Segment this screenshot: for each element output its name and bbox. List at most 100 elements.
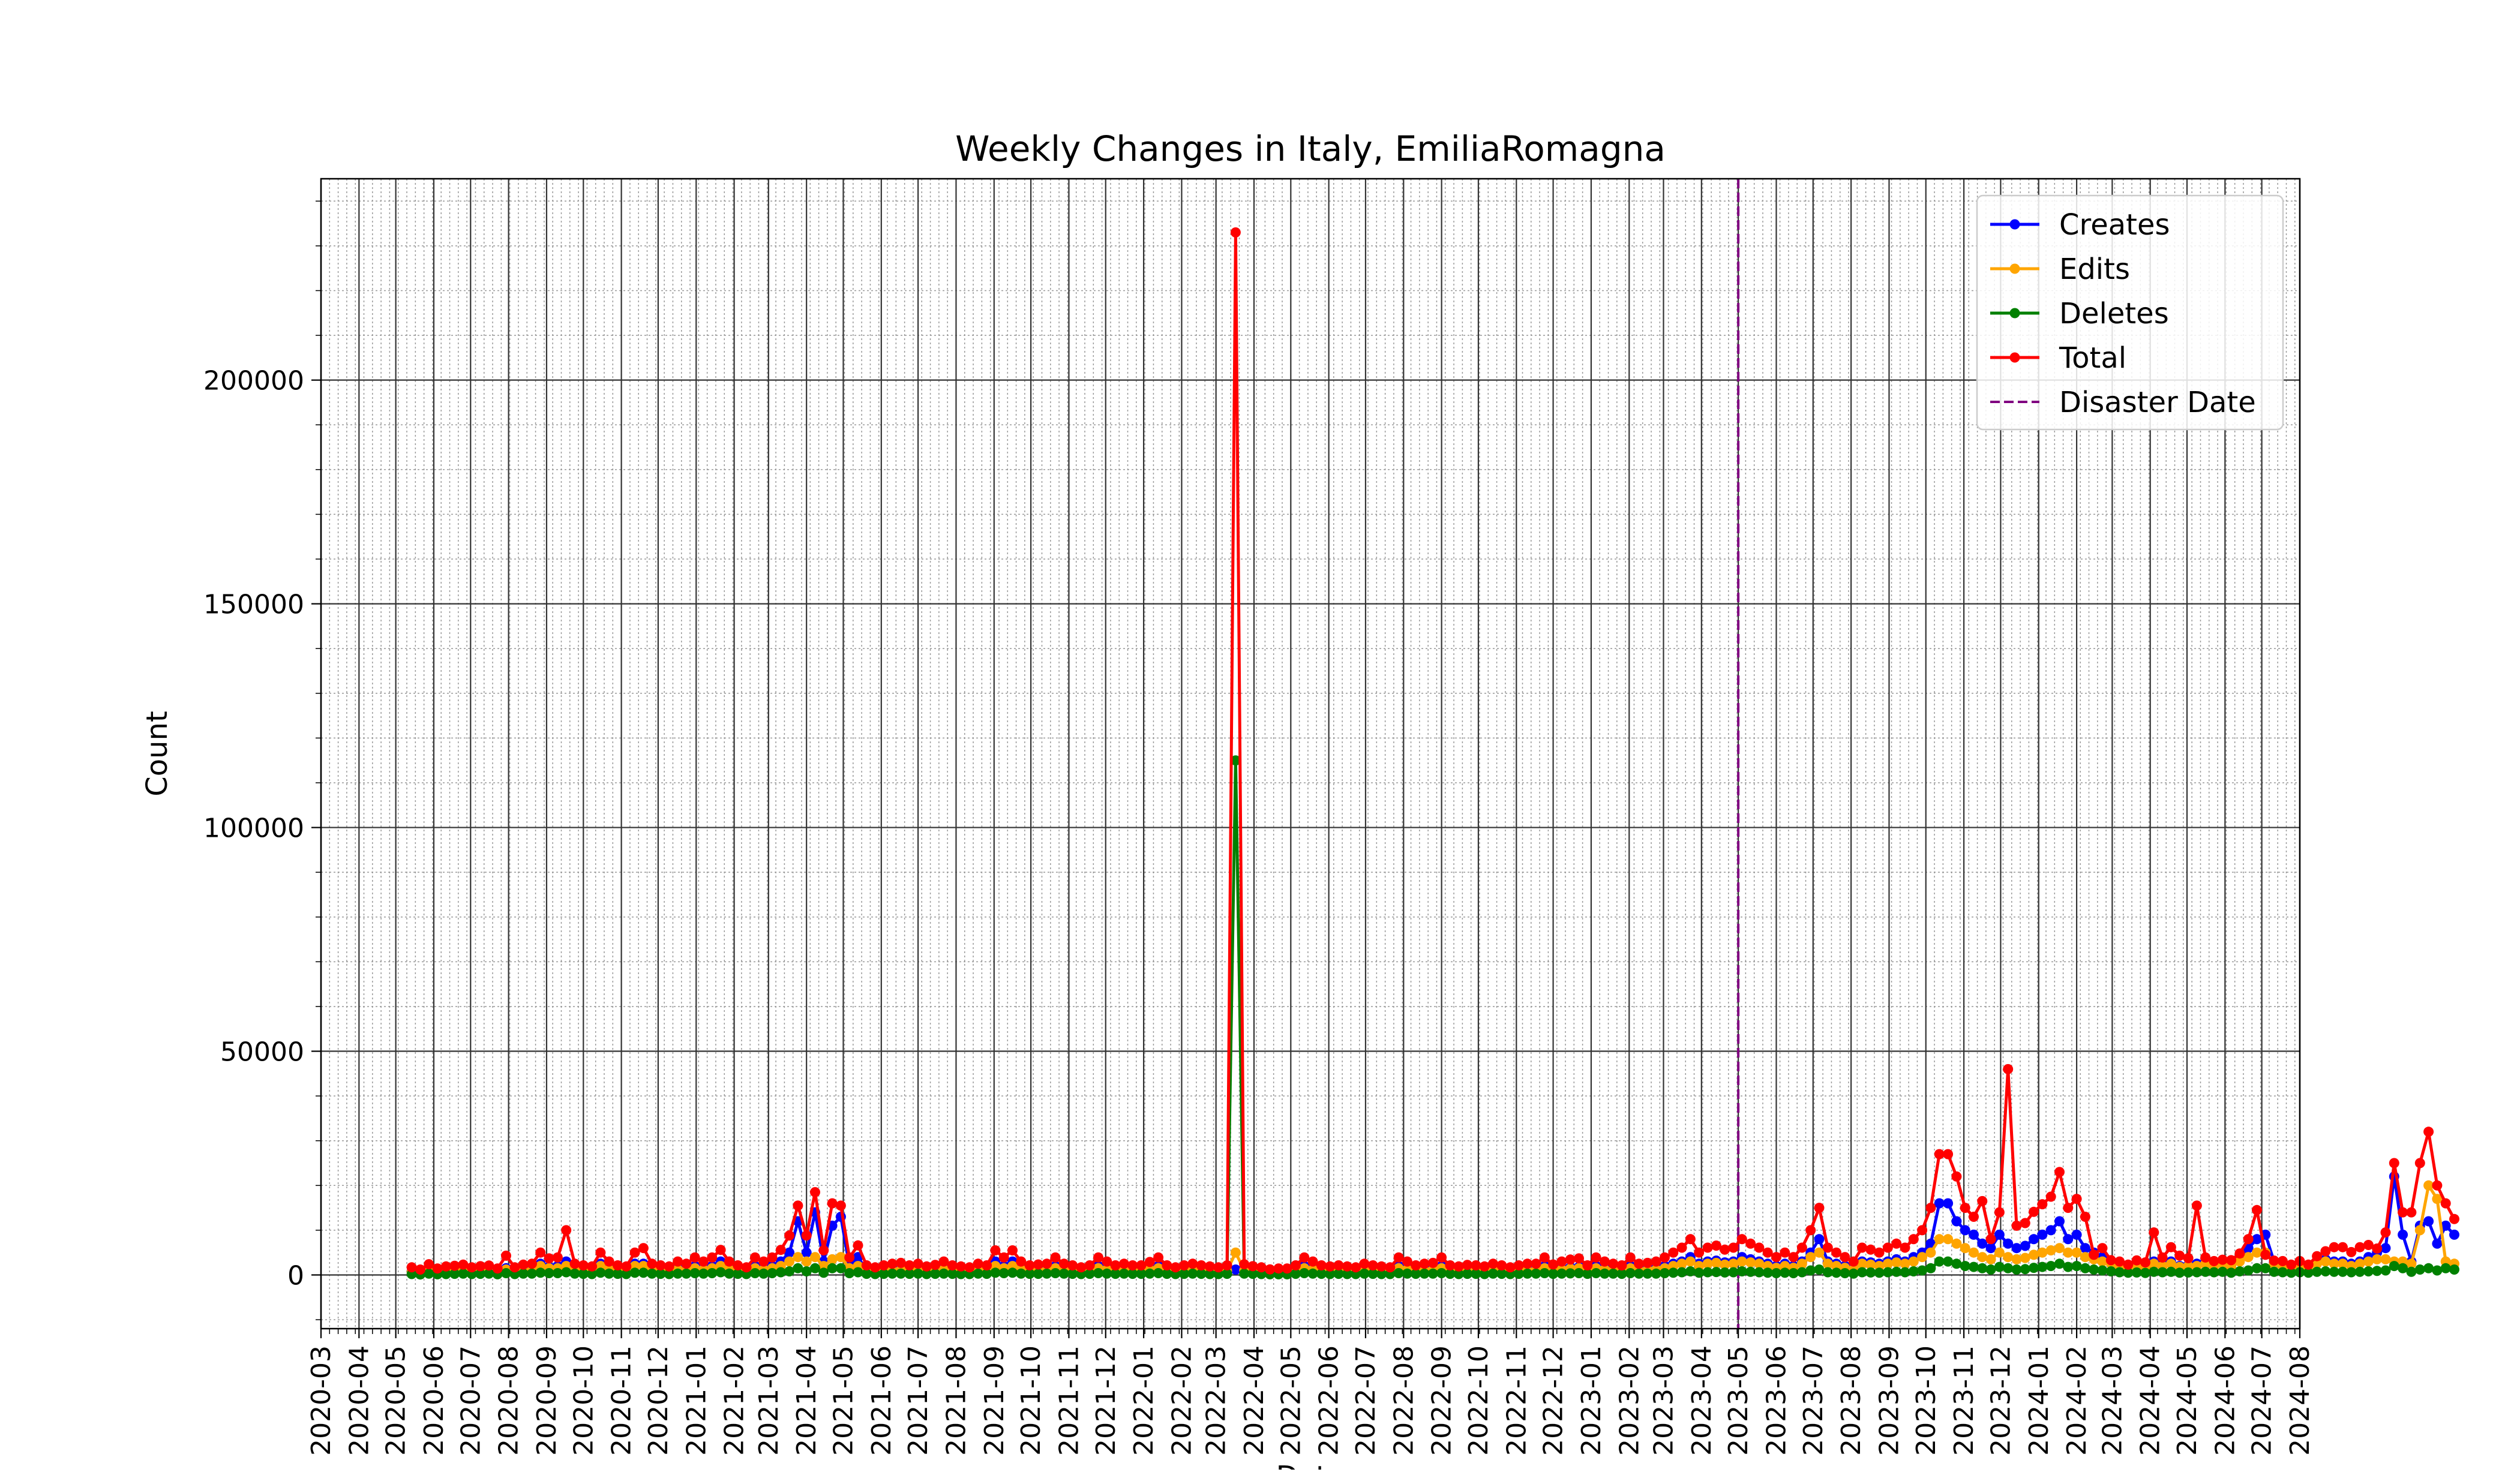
- data-point: [775, 1267, 786, 1278]
- data-point: [1050, 1268, 1061, 1278]
- data-point: [2432, 1194, 2443, 1204]
- data-point: [2440, 1263, 2451, 1273]
- data-point: [2354, 1266, 2365, 1277]
- data-point: [1170, 1262, 1181, 1273]
- x-tick-label: 2022-12: [1538, 1345, 1569, 1456]
- x-tick-label: 2022-02: [1166, 1345, 1197, 1456]
- data-point: [1342, 1261, 1352, 1272]
- data-point: [1239, 1259, 1250, 1270]
- data-point: [1711, 1257, 1721, 1268]
- data-point: [1531, 1268, 1541, 1279]
- data-point: [561, 1225, 572, 1236]
- data-point: [1771, 1268, 1781, 1278]
- data-point: [2354, 1242, 2365, 1252]
- data-point: [810, 1252, 820, 1263]
- data-point: [1453, 1269, 1464, 1279]
- legend-item-deletes: Deletes: [1990, 297, 2169, 331]
- data-point: [2423, 1180, 2434, 1191]
- data-point: [2054, 1258, 2065, 1269]
- data-point: [2131, 1255, 2142, 1266]
- data-point: [1436, 1252, 1447, 1263]
- y-tick-label: 100000: [203, 813, 304, 844]
- x-tick-label: 2022-10: [1463, 1345, 1494, 1456]
- x-tick-label: 2024-02: [2062, 1345, 2092, 1456]
- data-point: [767, 1268, 778, 1278]
- data-point: [2277, 1255, 2288, 1266]
- legend-marker: [2009, 308, 2020, 319]
- data-point: [587, 1269, 598, 1279]
- data-point: [1230, 755, 1241, 766]
- data-point: [1462, 1269, 1473, 1279]
- data-point: [1351, 1262, 1361, 1273]
- data-point: [2080, 1212, 2090, 1222]
- data-point: [1058, 1268, 1069, 1279]
- data-point: [2440, 1220, 2451, 1231]
- data-point: [1685, 1234, 1696, 1245]
- data-point: [1548, 1259, 1559, 1270]
- data-point: [1736, 1234, 1747, 1245]
- data-point: [1925, 1203, 1936, 1213]
- data-point: [1788, 1252, 1799, 1263]
- data-point: [681, 1258, 692, 1269]
- data-point: [853, 1240, 863, 1251]
- data-point: [1625, 1268, 1636, 1278]
- data-point: [424, 1259, 434, 1270]
- data-point: [1093, 1252, 1103, 1263]
- data-point: [2363, 1256, 2374, 1267]
- x-tick-label: 2020-05: [381, 1345, 412, 1456]
- data-point: [767, 1252, 778, 1263]
- data-point: [621, 1269, 632, 1279]
- data-point: [1882, 1267, 1893, 1278]
- data-point: [835, 1200, 846, 1211]
- data-point: [818, 1267, 829, 1278]
- data-point: [2346, 1267, 2357, 1278]
- data-point: [1994, 1261, 2005, 1272]
- data-point: [1007, 1267, 1018, 1278]
- data-point: [1651, 1268, 1661, 1279]
- data-point: [784, 1256, 795, 1267]
- data-point: [1805, 1265, 1816, 1276]
- data-point: [2346, 1246, 2357, 1257]
- data-point: [501, 1250, 511, 1261]
- data-point: [2165, 1258, 2176, 1269]
- data-point: [1634, 1258, 1645, 1269]
- data-point: [2149, 1227, 2159, 1238]
- data-point: [629, 1247, 640, 1258]
- data-point: [878, 1269, 889, 1279]
- data-point: [2054, 1167, 2065, 1177]
- y-tick-label: 0: [287, 1260, 304, 1291]
- legend: Creates Edits Deletes Total Disaster Date: [1976, 194, 2284, 431]
- data-point: [2226, 1255, 2237, 1266]
- legend-marker: [2009, 263, 2020, 274]
- data-point: [784, 1266, 795, 1276]
- data-point: [1419, 1258, 1430, 1269]
- data-point: [835, 1252, 846, 1263]
- data-point: [1067, 1260, 1078, 1270]
- data-point: [2380, 1265, 2391, 1276]
- data-point: [2406, 1207, 2417, 1218]
- data-point: [1694, 1267, 1705, 1278]
- data-point: [1994, 1229, 2005, 1240]
- data-point: [1977, 1252, 1988, 1263]
- data-point: [1943, 1149, 1954, 1159]
- data-point: [1539, 1268, 1550, 1278]
- data-point: [1522, 1268, 1533, 1279]
- data-point: [1840, 1268, 1850, 1278]
- data-point: [2234, 1256, 2245, 1267]
- data-point: [1007, 1245, 1018, 1255]
- data-point: [1299, 1252, 1310, 1263]
- data-point: [2037, 1261, 2048, 1272]
- data-point: [2209, 1255, 2219, 1266]
- data-point: [2045, 1245, 2056, 1255]
- data-point: [1367, 1269, 1378, 1279]
- data-point: [2252, 1263, 2262, 1273]
- data-point: [1969, 1261, 1979, 1272]
- data-point: [2277, 1267, 2288, 1278]
- x-tick-label: 2021-07: [903, 1345, 934, 1456]
- data-point: [604, 1268, 614, 1279]
- data-point: [484, 1260, 494, 1271]
- data-point: [1960, 1225, 1970, 1236]
- data-point: [2003, 1064, 2014, 1074]
- data-point: [2140, 1267, 2150, 1278]
